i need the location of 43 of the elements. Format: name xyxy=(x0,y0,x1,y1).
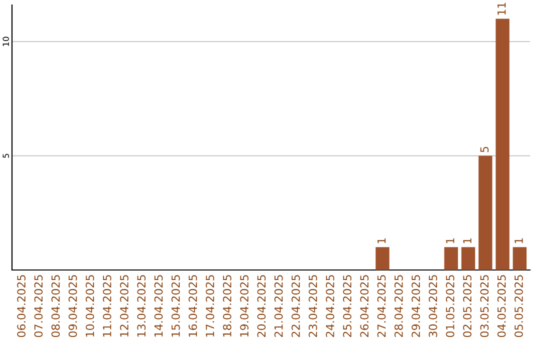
x-tick-label: 26.04.2025 xyxy=(360,275,369,337)
bar xyxy=(478,156,492,270)
x-tick-label: 11.04.2025 xyxy=(102,275,112,337)
data-label: 11 xyxy=(498,2,506,15)
bar xyxy=(461,247,476,270)
x-tick-label: 03.05.2025 xyxy=(480,275,489,338)
y-tick-label: 10 xyxy=(2,36,9,46)
data-label: 5 xyxy=(480,146,489,152)
data-label: 1 xyxy=(377,238,386,244)
bar xyxy=(512,247,527,270)
x-tick-label: 12.04.2025 xyxy=(120,275,128,337)
x-tick-label: 29.04.2025 xyxy=(412,275,420,337)
x-tick-label: 02.05.2025 xyxy=(463,275,472,338)
x-tick-label: 20.04.2025 xyxy=(257,275,266,337)
x-tick-label: 28.04.2025 xyxy=(394,275,403,337)
x-tick-label: 09.04.2025 xyxy=(68,275,77,338)
x-tick-label: 01.05.2025 xyxy=(446,275,454,338)
x-tick-label: 15.04.2025 xyxy=(171,275,180,337)
data-label: 1 xyxy=(463,238,472,244)
x-tick-label: 08.04.2025 xyxy=(51,275,60,338)
bar xyxy=(444,247,458,270)
x-tick-label: 25.04.2025 xyxy=(343,275,352,337)
x-tick-label: 21.04.2025 xyxy=(274,275,283,337)
x-tick-label: 07.04.2025 xyxy=(34,275,43,338)
x-tick-label: 04.05.2025 xyxy=(497,275,506,338)
data-label: 1 xyxy=(514,238,523,244)
x-tick-label: 30.04.2025 xyxy=(428,275,438,337)
bar xyxy=(496,18,510,270)
x-tick-label: 17.04.2025 xyxy=(206,275,214,337)
x-tick-label: 13.04.2025 xyxy=(137,275,146,337)
x-tick-label: 10.04.2025 xyxy=(86,275,94,337)
bar xyxy=(376,247,390,270)
x-tick-label: 06.04.2025 xyxy=(17,275,26,338)
x-tick-label: 05.05.2025 xyxy=(514,275,523,338)
x-tick-label: 22.04.2025 xyxy=(292,275,300,337)
x-tick-label: 27.04.2025 xyxy=(377,275,386,337)
x-tick-label: 24.04.2025 xyxy=(326,275,334,337)
x-tick-label: 14.04.2025 xyxy=(154,275,163,337)
x-tick-label: 16.04.2025 xyxy=(188,275,198,337)
x-tick-label: 19.04.2025 xyxy=(240,275,248,337)
x-tick-label: 23.04.2025 xyxy=(308,275,318,337)
x-tick-label: 18.04.2025 xyxy=(222,275,232,337)
data-label: 1 xyxy=(446,238,454,244)
